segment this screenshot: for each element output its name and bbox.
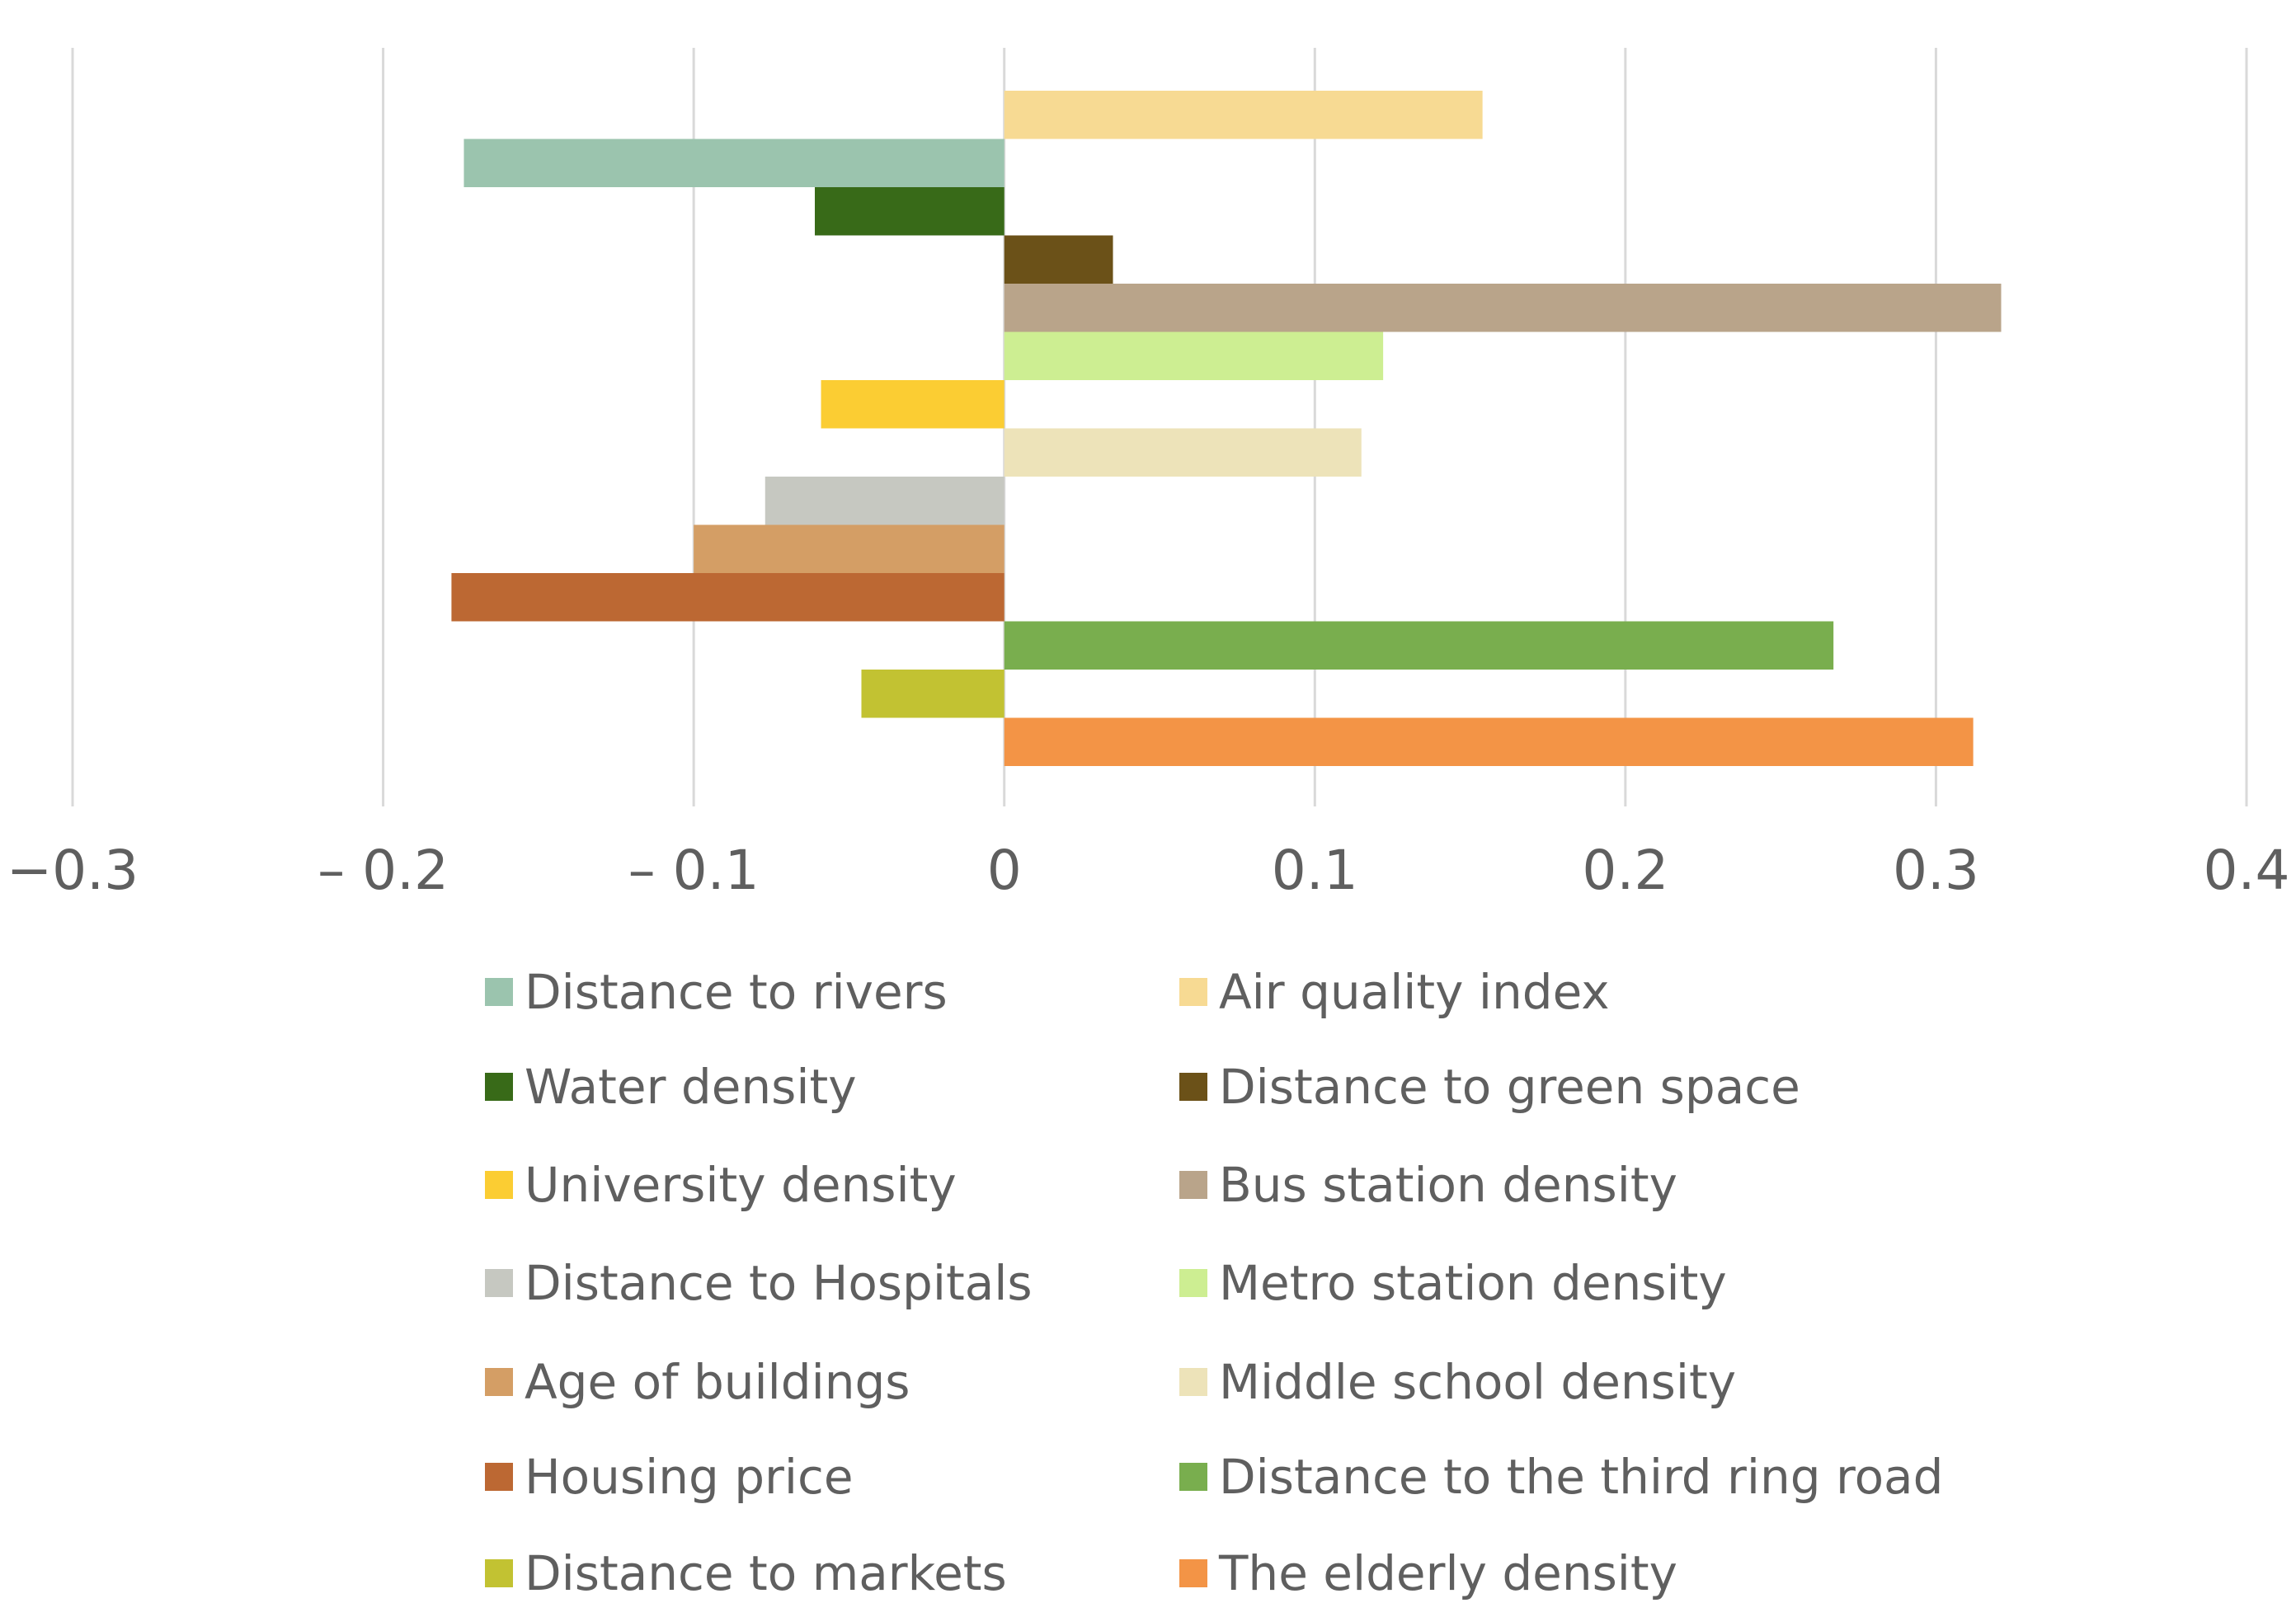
bar-university-density <box>821 380 1004 429</box>
legend-swatch <box>1179 1269 1207 1297</box>
bar-distance-to-hospitals <box>765 477 1004 525</box>
legend-swatch <box>485 1463 513 1491</box>
legend-label: Bus station density <box>1219 1157 1677 1213</box>
legend-item: Housing price <box>485 1449 854 1505</box>
legend-swatch <box>485 978 513 1006</box>
legend-label: Distance to the third ring road <box>1219 1449 1944 1505</box>
legend-item: Distance to Hospitals <box>485 1255 1033 1311</box>
legend-item: Distance to markets <box>485 1545 1007 1601</box>
legend-item: Middle school density <box>1179 1354 1736 1410</box>
bar-metro-station-density <box>1004 331 1384 380</box>
legend-item: Age of buildings <box>485 1354 910 1410</box>
legend-label: Age of buildings <box>525 1354 910 1410</box>
legend-label: Distance to markets <box>525 1545 1007 1601</box>
legend-label: Metro station density <box>1219 1255 1727 1311</box>
legend-swatch <box>1179 1171 1207 1199</box>
x-tick-labels: −0.3 – 0.2 – 0.1 0 0.1 0.2 0.3 0.4 <box>7 839 2290 902</box>
legend-swatch <box>485 1368 513 1396</box>
legend-swatch <box>1179 1368 1207 1396</box>
bar-the-elderly-density <box>1004 717 1974 766</box>
legend-item: Bus station density <box>1179 1157 1677 1213</box>
legend-item: The elderly density <box>1179 1545 1677 1601</box>
legend-item: Water density <box>485 1059 857 1115</box>
legend-item: Air quality index <box>1179 964 1610 1020</box>
x-tick-label: – 0.2 <box>318 839 449 902</box>
legend-item: University density <box>485 1157 957 1213</box>
legend-item: Metro station density <box>1179 1255 1727 1311</box>
legend-label: Distance to rivers <box>525 964 948 1020</box>
legend-label: Housing price <box>525 1449 854 1505</box>
legend-item: Distance to rivers <box>485 964 948 1020</box>
x-tick-label: 0.4 <box>2204 839 2290 902</box>
legend-swatch <box>485 1269 513 1297</box>
legend-label: Distance to Hospitals <box>525 1255 1033 1311</box>
legend-item: Distance to green space <box>1179 1059 1800 1115</box>
legend-label: Air quality index <box>1219 964 1610 1020</box>
legend-label: University density <box>525 1157 957 1213</box>
bar-water-density <box>815 187 1004 236</box>
legend-swatch <box>485 1073 513 1101</box>
bars <box>451 91 2002 766</box>
x-tick-label: 0 <box>987 839 1022 902</box>
legend-swatch <box>485 1559 513 1587</box>
legend-swatch <box>1179 978 1207 1006</box>
bar-air-quality-index <box>1004 91 1483 139</box>
x-tick-label: −0.3 <box>7 839 139 902</box>
bar-distance-to-green-space <box>1004 235 1113 284</box>
legend-label: Distance to green space <box>1219 1059 1800 1115</box>
x-tick-label: 0.2 <box>1582 839 1668 902</box>
x-tick-label: – 0.1 <box>628 839 760 902</box>
x-tick-label: 0.3 <box>1893 839 1979 902</box>
bar-housing-price <box>451 573 1004 622</box>
legend-label: Middle school density <box>1219 1354 1737 1410</box>
legend-swatch <box>485 1171 513 1199</box>
bar-middle-school-density <box>1004 428 1362 477</box>
bar-distance-to-rivers <box>463 139 1004 187</box>
legend-swatch <box>1179 1559 1207 1587</box>
bar-bus-station-density <box>1004 284 2002 332</box>
bar-distance-to-markets <box>861 670 1004 718</box>
legend-swatch <box>1179 1463 1207 1491</box>
legend-swatch <box>1179 1073 1207 1101</box>
legend-label: The elderly density <box>1219 1545 1677 1601</box>
legend-label: Water density <box>525 1059 857 1115</box>
bar-age-of-buildings <box>694 524 1004 573</box>
x-tick-label: 0.1 <box>1272 839 1358 902</box>
legend-item: Distance to the third ring road <box>1179 1449 1943 1505</box>
bar-distance-to-the-third-ring-road <box>1004 621 1834 670</box>
